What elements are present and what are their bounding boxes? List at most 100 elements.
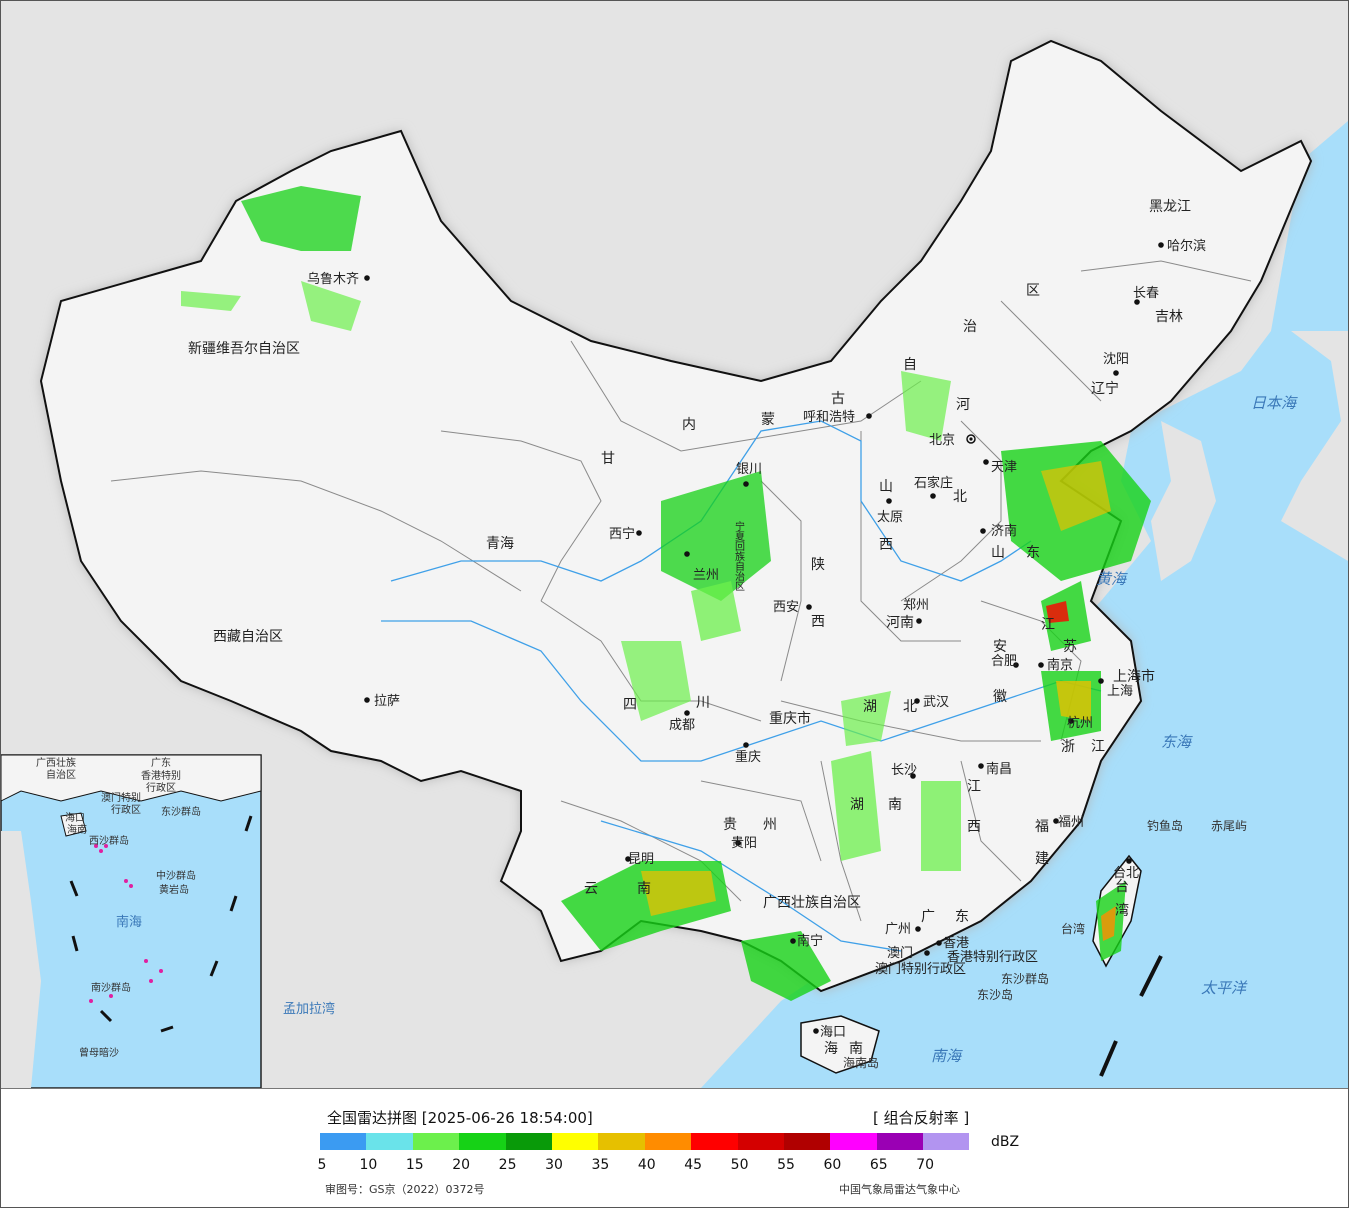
- echo-hebei: [901, 371, 951, 441]
- label-diaoyu: 钓鱼岛: [1147, 818, 1183, 833]
- label-shan: 山: [879, 479, 893, 495]
- label-meng: 蒙: [761, 412, 775, 428]
- legend-product: [ 组合反射率 ]: [873, 1109, 970, 1127]
- label-su: 苏: [1063, 639, 1077, 655]
- legend-tick-label: 50: [730, 1157, 749, 1173]
- legend-tick-label: 45: [684, 1157, 703, 1173]
- label-dong-shandong: 东: [1026, 545, 1040, 561]
- label-taiwan-island: 台湾: [1061, 921, 1085, 936]
- legend-swatch: [830, 1133, 877, 1150]
- label-guang: 广: [921, 909, 935, 925]
- label-an: 安: [993, 639, 1007, 655]
- legend-tick-label: 25: [498, 1157, 517, 1173]
- svg-text:澳门特别: 澳门特别: [101, 791, 141, 804]
- label-hui: 徽: [993, 689, 1007, 705]
- label-yun: 云: [584, 881, 598, 897]
- city-guiyang: 贵阳: [731, 836, 757, 851]
- echo-taiwan-core: [1101, 906, 1116, 941]
- label-nan-hainan: 南: [849, 1041, 863, 1057]
- svg-text:曾母暗沙: 曾母暗沙: [79, 1046, 119, 1059]
- black-dot-icon: [364, 697, 370, 703]
- legend-swatch: [737, 1133, 784, 1150]
- legend-tick-label: 15: [405, 1157, 424, 1173]
- label-bei: 北: [953, 489, 967, 505]
- label-gan: 甘: [601, 451, 615, 467]
- black-dot-icon: [1158, 242, 1164, 248]
- legend-swatch: [876, 1133, 924, 1150]
- black-dot-icon: [983, 459, 989, 465]
- black-dot-icon: [743, 742, 749, 748]
- label-jian: 建: [1035, 851, 1049, 867]
- black-dot-icon: [1068, 718, 1074, 724]
- label-gu: 古: [831, 391, 845, 407]
- black-dot-icon: [364, 275, 370, 281]
- sea-labels: 日本海 黄海 东海 太平洋 南海 孟加拉湾: [283, 394, 1298, 1065]
- svg-text:行政区: 行政区: [146, 781, 176, 794]
- label-dongsha-island: 东沙岛: [977, 987, 1013, 1002]
- city-hefei: 合肥: [991, 654, 1017, 669]
- black-dot-icon: [914, 698, 920, 704]
- legend-tick-label: 55: [777, 1157, 795, 1173]
- label-bengal-bay: 孟加拉湾: [283, 1001, 335, 1017]
- label-shanghai-city: 上海市: [1113, 668, 1155, 685]
- label-hainan-island: 海南岛: [843, 1055, 879, 1070]
- capital-star-icon: [969, 437, 973, 441]
- label-hai: 海: [824, 1041, 838, 1057]
- label-qu: 区: [1026, 283, 1040, 299]
- black-dot-icon: [813, 1028, 819, 1034]
- legend-swatch: [505, 1133, 552, 1150]
- label-zi: 自: [903, 357, 917, 373]
- city-changsha: 长沙: [891, 763, 917, 778]
- city-yinchuan: 银川: [736, 462, 762, 477]
- city-taipei: 台北: [1113, 866, 1139, 881]
- legend-swatch: [644, 1133, 692, 1150]
- rivers: [381, 420, 1102, 952]
- legend-swatch: [412, 1133, 460, 1150]
- legend-swatch: [366, 1133, 413, 1150]
- label-liaoning: 辽宁: [1091, 380, 1119, 397]
- label-hk-sar: 香港特别行政区: [947, 950, 1038, 965]
- label-zhou: 州: [763, 817, 777, 833]
- city-guangzhou: 广州: [885, 922, 911, 937]
- city-hongkong: 香港: [943, 936, 969, 951]
- city-taiyuan: 太原: [877, 510, 903, 525]
- city-kunming: 昆明: [628, 852, 654, 867]
- black-dot-icon: [735, 840, 741, 846]
- legend-tick-label: 5: [317, 1157, 327, 1173]
- label-si: 四: [623, 697, 637, 713]
- black-dot-icon: [936, 940, 942, 946]
- label-yellow-sea: 黄海: [1096, 570, 1128, 588]
- label-bei-hubei: 北: [903, 699, 917, 715]
- city-chongqing: 重庆: [735, 749, 761, 765]
- label-south-sea: 南海: [931, 1047, 963, 1065]
- black-dot-icon: [916, 618, 922, 624]
- city-urumqi: 乌鲁木齐: [307, 271, 359, 287]
- city-zhengzhou: 郑州: [903, 598, 929, 613]
- echo-hunan: [831, 751, 881, 861]
- svg-text:南沙群岛: 南沙群岛: [91, 981, 131, 994]
- echo-shandong-core: [1041, 461, 1111, 531]
- label-pacific: 太平洋: [1201, 979, 1248, 997]
- black-dot-icon: [910, 773, 916, 779]
- echo-gansu-2: [691, 581, 741, 641]
- echo-xinjiang-3: [301, 281, 361, 331]
- black-dot-icon: [1113, 370, 1119, 376]
- svg-text:行政区: 行政区: [111, 803, 141, 816]
- label-chiwei: 赤尾屿: [1211, 819, 1247, 833]
- capital-star-icon: [966, 434, 976, 444]
- legend-tick-label: 70: [916, 1157, 935, 1173]
- black-dot-icon: [866, 413, 872, 419]
- black-dot-icon: [806, 604, 812, 610]
- label-zhe: 浙: [1061, 739, 1075, 755]
- city-harbin: 哈尔滨: [1167, 238, 1206, 254]
- legend-tick-label: 40: [637, 1157, 656, 1173]
- svg-text:中沙群岛: 中沙群岛: [156, 869, 196, 882]
- black-dot-icon: [915, 926, 921, 932]
- city-markers: [364, 242, 1164, 1034]
- label-nan-yunnan: 南: [637, 881, 651, 897]
- city-hohhot: 呼和浩特: [803, 410, 855, 425]
- label-dong-guangdong: 东: [955, 909, 969, 925]
- echo-sichuan: [621, 641, 691, 721]
- label-east-sea: 东海: [1161, 733, 1193, 751]
- black-dot-icon: [1038, 662, 1044, 668]
